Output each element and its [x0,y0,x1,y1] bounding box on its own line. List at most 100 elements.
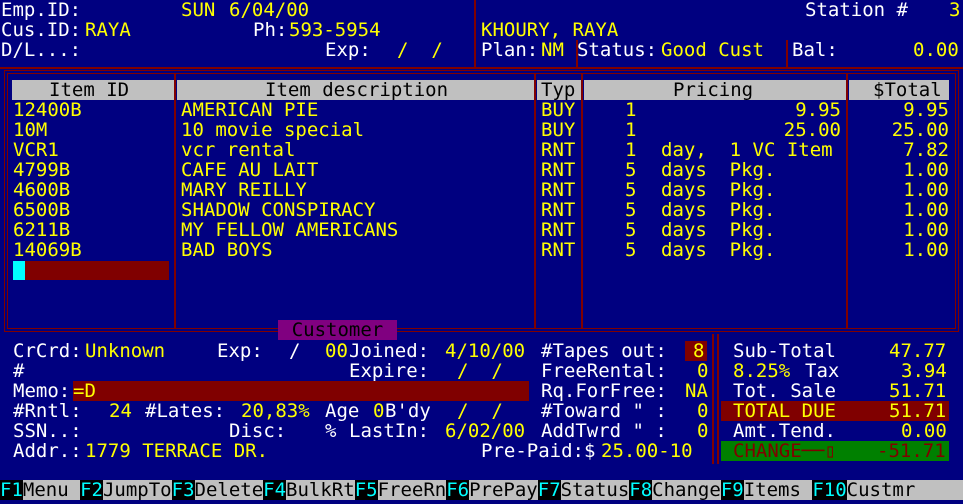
tot-sale-label: Tot. Sale [733,380,836,402]
total-due: 51.71 [889,400,947,422]
new-item-input[interactable] [25,261,169,280]
subtotal: 47.77 [889,340,947,362]
amt-tend[interactable]: 0.00 [901,420,947,442]
cc-exp-label: Exp: [217,340,263,362]
item-pricing: days Pkg. [661,159,776,181]
item-id: 14069B [13,239,82,261]
item-type: RNT [541,179,576,201]
fkey-f4[interactable]: F4 BulkRt [263,480,355,500]
fkey-f9[interactable]: F9 Items [720,479,813,501]
col-header-pricing: Pricing [673,79,754,101]
col-header-description: Item description [265,79,449,101]
item-description: 10 movie special [181,119,365,141]
fkey-f5[interactable]: F5 FreeRn [354,480,446,500]
column-divider [581,74,583,328]
divider [786,40,788,68]
fkey-key: F2 [80,479,103,501]
fkey-key: F7 [537,479,561,501]
tot-sale: 51.71 [889,380,947,402]
item-id: 4799B [13,159,71,181]
station-label: Station # [805,0,908,21]
rntl-label: #Rntl: [13,400,82,422]
item-total: 7.82 [903,139,949,161]
divider [712,334,714,464]
cus-id-label: Cus.ID: [1,19,82,41]
toward-label: #Toward " : [541,400,667,422]
item-description: BAD BOYS [181,239,273,261]
item-price: 25.00 [783,119,841,141]
col-header-bg [177,80,534,100]
item-pricing: days Pkg. [661,239,776,261]
joined-label: Joined: [349,340,430,362]
divider [717,334,719,464]
balance: 0.00 [913,39,959,61]
column-divider [174,74,176,328]
lates-label: #Lates: [145,400,226,422]
cus-id[interactable]: RAYA [85,19,131,41]
date: 6/04/00 [229,0,310,21]
item-description: SHADOW CONSPIRACY [181,199,376,221]
column-divider [846,74,848,328]
addtwrd-label: AddTwrd " : [541,420,667,442]
item-id: VCR1 [13,139,59,161]
total-due-label: TOTAL DUE [733,400,836,422]
fkey-f7[interactable]: F7 Status [537,479,629,501]
phone-label: Ph: [253,19,288,41]
divider [576,40,578,68]
item-total: 1.00 [903,179,949,201]
item-description: MY FELLOW AMERICANS [181,219,399,241]
customer-tab[interactable]: Customer [278,320,397,340]
day: SUN [181,0,216,21]
item-id: 12400B [13,99,82,121]
fkey-f8[interactable]: F8 Change [629,480,721,500]
change-label: CHANGE──▯ [733,440,836,462]
lates: 20,83% [241,400,310,422]
fkey-f1[interactable]: F1 Menu [0,480,80,500]
status: Good Cust [661,39,764,61]
fkey-f10[interactable]: F10 Custmr [812,480,915,500]
col-header-typ: Typ [541,79,576,101]
column-divider [534,74,536,328]
dl-label: D/L...: [1,39,82,61]
prepaid-label: Pre-Paid:$ [481,440,596,462]
crcrd-label: CrCrd: [13,340,82,362]
emp-id-label: Emp.ID: [1,0,82,21]
dl-exp: / / [397,39,443,61]
function-key-bar: F1 Menu F2 JumpTo F3 Delete F4 BulkRt F5 FreeRn F… [0,480,963,500]
item-description: vcr rental [181,139,296,161]
rntl: 24 [109,400,132,422]
dl-exp-label: Exp: [325,39,371,61]
fkey-label: JumpTo [102,479,172,501]
fkey-f2[interactable]: F2 JumpTo [80,480,172,500]
item-id: 6211B [13,219,71,241]
lastin-label: LastIn: [349,420,430,442]
balance-label: Bal: [792,39,838,61]
memo-label: Memo: [13,380,71,402]
col-header-bg [584,80,846,100]
fkey-f3[interactable]: F3 Delete [171,480,263,500]
item-pricing: days Pkg. [661,179,776,201]
fkey-label: Items [743,479,813,501]
item-qty: 5 [625,199,637,221]
memo-value: =D [73,380,96,402]
fkey-f6[interactable]: F6 PrePay [446,480,538,500]
tax: 3.94 [901,360,947,382]
item-price: 9.95 [795,99,841,121]
fkey-key: F1 [0,479,23,501]
subtotal-label: Sub-Total [733,340,836,362]
age: 0 [373,400,385,422]
station-number: 3 [949,0,961,21]
addtwrd: 0 [697,420,709,442]
divider [0,67,963,69]
expire-label: Expire: [349,360,430,382]
fkey-key: F6 [446,479,470,501]
col-header-bg [12,80,174,100]
memo-input[interactable]: =D [73,381,529,401]
col-header-bg [537,80,581,100]
item-total: 1.00 [903,159,949,181]
change-bg [721,441,949,461]
item-type: RNT [541,199,576,221]
item-type: RNT [541,219,576,241]
fkey-label: PrePay [469,479,538,501]
